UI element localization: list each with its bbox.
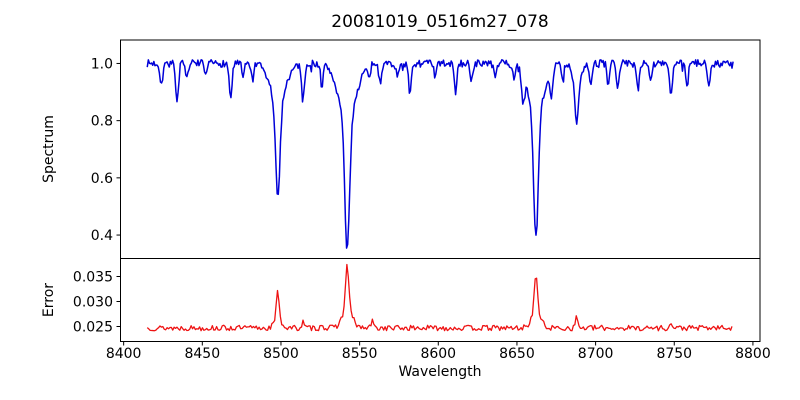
spectrum-y-tick-label: 0.8 <box>91 114 113 130</box>
error-panel-border <box>120 258 761 342</box>
x-tick-label: 8650 <box>499 346 535 362</box>
x-tick-label: 8500 <box>263 346 299 362</box>
x-axis-label: Wavelength <box>398 364 482 380</box>
x-tick-label: 8700 <box>578 346 614 362</box>
spectrum-panel-border <box>120 39 761 259</box>
error-y-tick-label: 0.025 <box>73 320 113 336</box>
error-y-tick-label: 0.030 <box>73 295 113 311</box>
x-tick-label: 8400 <box>106 346 142 362</box>
spectrum-y-tick-label: 1.0 <box>91 56 113 72</box>
error-y-tick-label: 0.035 <box>73 270 113 286</box>
x-tick-label: 8600 <box>420 346 456 362</box>
x-tick-label: 8550 <box>342 346 378 362</box>
x-tick-label: 8800 <box>735 346 771 362</box>
figure-title: 20081019_0516m27_078 <box>331 12 549 32</box>
spectrum-curve <box>146 59 734 249</box>
x-tick-label: 8450 <box>184 346 220 362</box>
x-tick-label: 8750 <box>656 346 692 362</box>
spectrum-y-tick-label: 0.6 <box>91 171 113 187</box>
spectrum-y-tick-label: 0.4 <box>91 228 113 244</box>
error-curve <box>146 263 733 332</box>
